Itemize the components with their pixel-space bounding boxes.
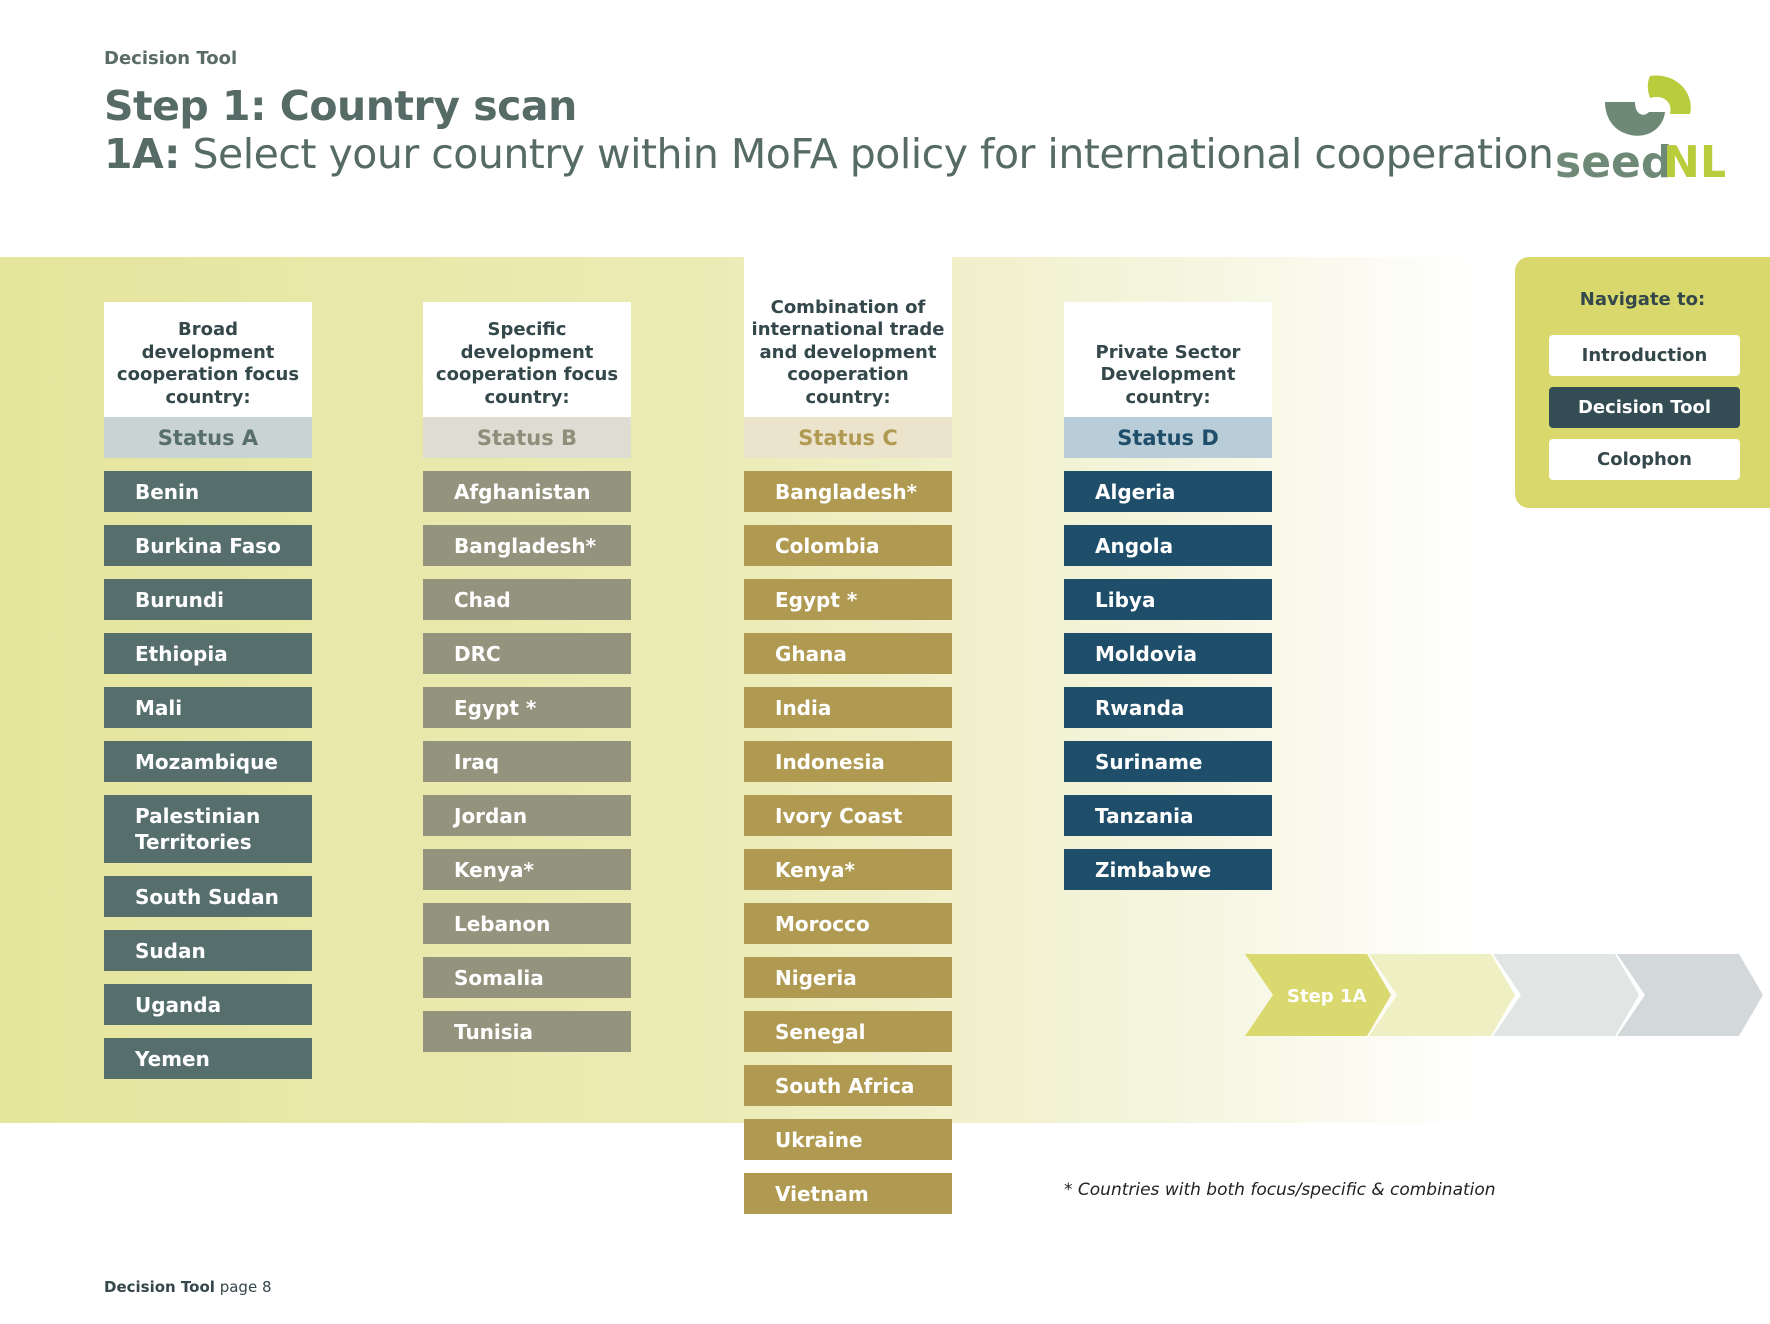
section-label: Decision Tool: [104, 48, 238, 69]
country-item[interactable]: Moldovia: [1064, 633, 1272, 674]
status-badge: Status B: [423, 417, 631, 458]
country-item[interactable]: Tanzania: [1064, 795, 1272, 836]
country-list: Benin Burkina Faso Burundi Ethiopia Mali Moza…: [104, 471, 312, 1079]
status-column-a: Broad development cooperation focus coun…: [104, 302, 312, 1079]
country-item[interactable]: Uganda: [104, 984, 312, 1025]
country-item[interactable]: Kenya*: [423, 849, 631, 890]
country-item[interactable]: Jordan: [423, 795, 631, 836]
country-item[interactable]: South Africa: [744, 1065, 952, 1106]
country-item[interactable]: Yemen: [104, 1038, 312, 1079]
status-column-d: Private Sector Development country: Statu…: [1064, 302, 1272, 890]
status-column-b: Specific development cooperation focus c…: [423, 302, 631, 1052]
step-chevron-4[interactable]: [1617, 954, 1767, 1036]
country-item[interactable]: Ivory Coast: [744, 795, 952, 836]
country-item[interactable]: Indonesia: [744, 741, 952, 782]
country-item[interactable]: Somalia: [423, 957, 631, 998]
column-heading: Specific development cooperation focus c…: [423, 302, 631, 417]
status-badge: Status A: [104, 417, 312, 458]
country-item[interactable]: Sudan: [104, 930, 312, 971]
country-item[interactable]: Nigeria: [744, 957, 952, 998]
navigation-panel: Navigate to: Introduction Decision Tool …: [1515, 257, 1770, 508]
country-item[interactable]: Suriname: [1064, 741, 1272, 782]
country-item[interactable]: Lebanon: [423, 903, 631, 944]
country-item[interactable]: Afghanistan: [423, 471, 631, 512]
status-column-c: Combination of international trade and d…: [744, 257, 952, 1214]
country-item[interactable]: Angola: [1064, 525, 1272, 566]
country-item[interactable]: Bangladesh*: [744, 471, 952, 512]
column-heading: Combination of international trade and d…: [744, 257, 952, 417]
status-badge: Status D: [1064, 417, 1272, 458]
country-item[interactable]: Benin: [104, 471, 312, 512]
country-item[interactable]: Algeria: [1064, 471, 1272, 512]
svg-text:seed: seed: [1555, 137, 1672, 182]
page-footer: Decision Tool page 8: [104, 1278, 272, 1296]
subtitle-prefix: 1A:: [104, 130, 180, 178]
nav-introduction-button[interactable]: Introduction: [1549, 335, 1740, 376]
country-item[interactable]: Zimbabwe: [1064, 849, 1272, 890]
nav-decision-tool-button[interactable]: Decision Tool: [1549, 387, 1740, 428]
subtitle-text: Select your country within MoFA policy f…: [192, 130, 1554, 178]
country-item[interactable]: South Sudan: [104, 876, 312, 917]
country-item[interactable]: Iraq: [423, 741, 631, 782]
country-item[interactable]: Burkina Faso: [104, 525, 312, 566]
column-heading: Broad development cooperation focus coun…: [104, 302, 312, 417]
step-chevron-2[interactable]: [1369, 954, 1519, 1036]
country-list: Afghanistan Bangladesh* Chad DRC Egypt * Iraq…: [423, 471, 631, 1052]
step-chevron-1a[interactable]: Step 1A: [1245, 954, 1395, 1036]
page-subtitle: 1A: Select your country within MoFA poli…: [104, 130, 1554, 178]
country-item[interactable]: Vietnam: [744, 1173, 952, 1214]
country-item[interactable]: Colombia: [744, 525, 952, 566]
page-title: Step 1: Country scan: [104, 82, 577, 130]
country-item[interactable]: Ghana: [744, 633, 952, 674]
country-item[interactable]: Tunisia: [423, 1011, 631, 1052]
svg-text:NL: NL: [1663, 137, 1725, 182]
nav-title: Navigate to:: [1579, 289, 1706, 310]
column-heading: Private Sector Development country:: [1064, 302, 1272, 417]
country-item[interactable]: Senegal: [744, 1011, 952, 1052]
country-list: Algeria Angola Libya Moldovia Rwanda Suriname…: [1064, 471, 1272, 890]
country-item[interactable]: Mozambique: [104, 741, 312, 782]
country-item[interactable]: Ethiopia: [104, 633, 312, 674]
footer-section: Decision Tool: [104, 1278, 215, 1296]
country-list: Bangladesh* Colombia Egypt * Ghana India Indo…: [744, 471, 952, 1214]
footnote: * Countries with both focus/specific & c…: [1064, 1180, 1496, 1200]
seednl-logo: seed NL: [1555, 75, 1725, 182]
country-item[interactable]: Kenya*: [744, 849, 952, 890]
country-item[interactable]: Morocco: [744, 903, 952, 944]
status-badge: Status C: [744, 417, 952, 458]
country-item[interactable]: Libya: [1064, 579, 1272, 620]
step-label: Step 1A: [1287, 986, 1366, 1007]
country-item[interactable]: DRC: [423, 633, 631, 674]
country-item[interactable]: Egypt *: [744, 579, 952, 620]
country-item[interactable]: Burundi: [104, 579, 312, 620]
country-item[interactable]: Rwanda: [1064, 687, 1272, 728]
country-item[interactable]: Bangladesh*: [423, 525, 631, 566]
country-item[interactable]: Egypt *: [423, 687, 631, 728]
footer-page: page 8: [219, 1278, 272, 1296]
country-item[interactable]: India: [744, 687, 952, 728]
country-item[interactable]: Chad: [423, 579, 631, 620]
country-item[interactable]: Mali: [104, 687, 312, 728]
step-chevron-3[interactable]: [1493, 954, 1643, 1036]
country-item[interactable]: Ukraine: [744, 1119, 952, 1160]
country-item[interactable]: Palestinian Territories: [104, 795, 312, 863]
nav-colophon-button[interactable]: Colophon: [1549, 439, 1740, 480]
